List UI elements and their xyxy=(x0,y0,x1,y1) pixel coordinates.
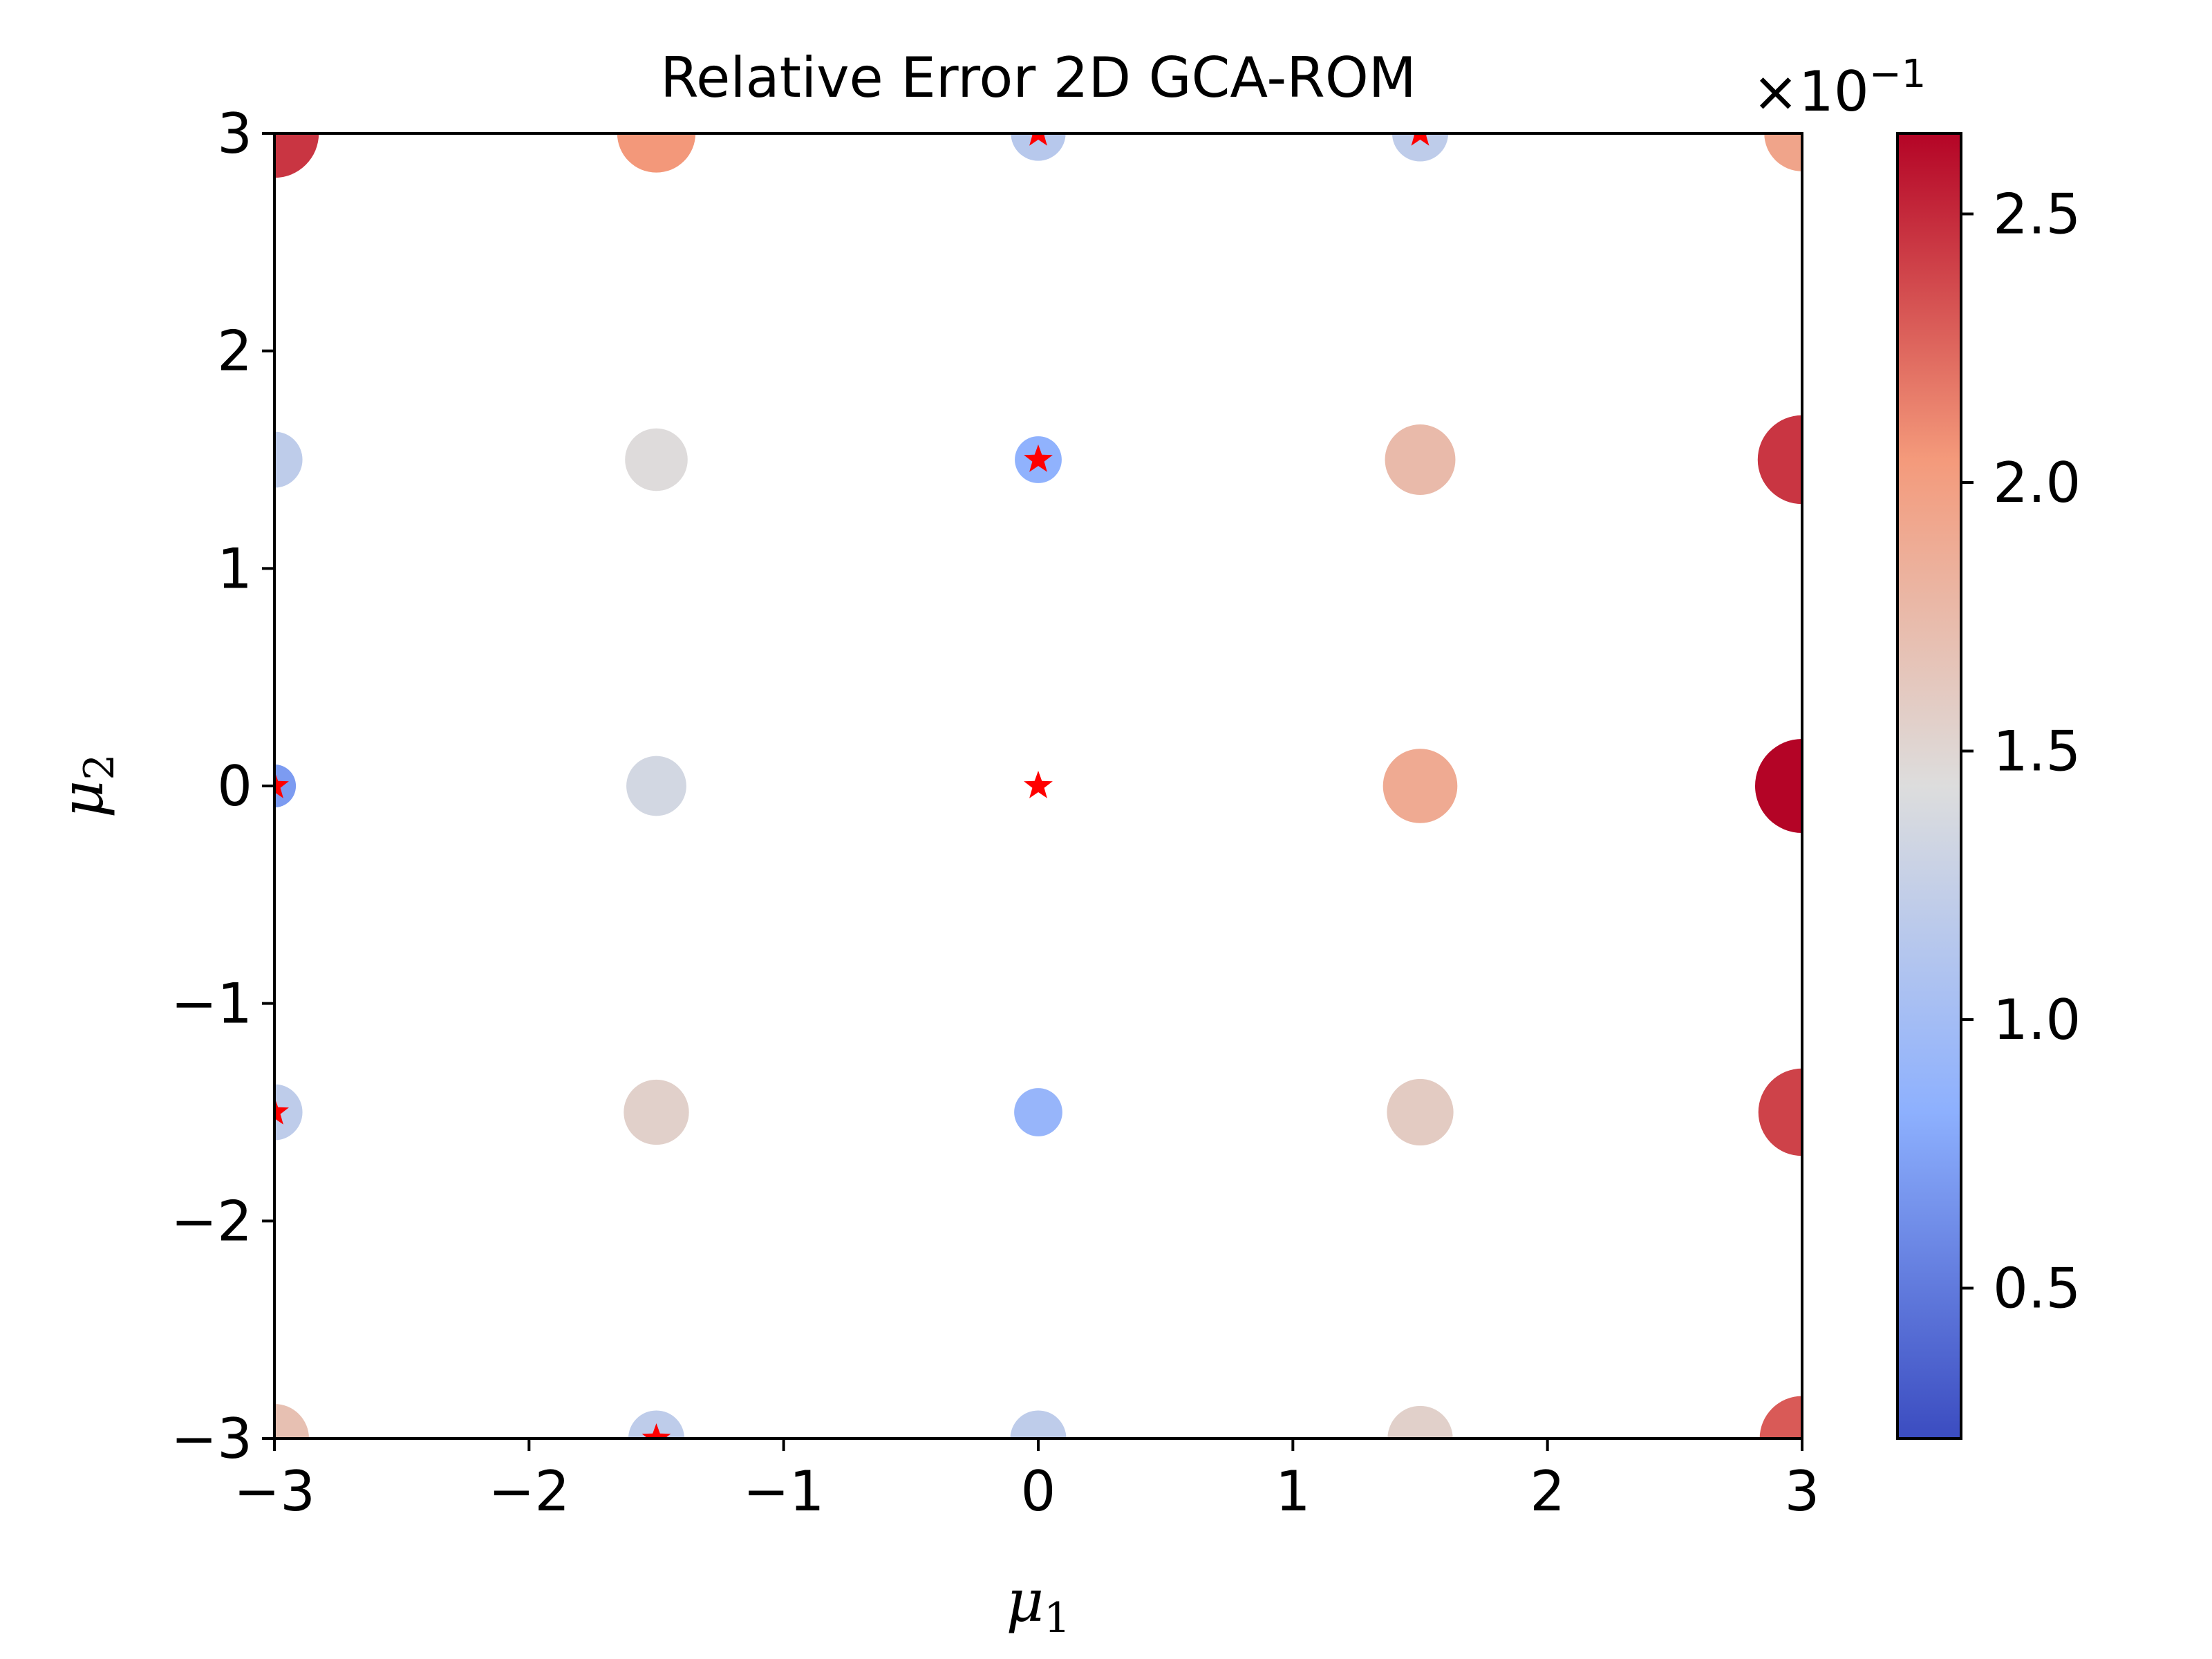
training-point-star xyxy=(1024,771,1053,798)
x-tick-label: 1 xyxy=(1275,1459,1311,1524)
error-point xyxy=(274,431,303,488)
error-point xyxy=(625,428,688,491)
error-point xyxy=(1759,1396,1802,1438)
x-tick-label: −2 xyxy=(488,1459,570,1524)
colorbar-offset-base: ×10 xyxy=(1752,59,1869,124)
error-point xyxy=(626,756,686,816)
error-point xyxy=(1387,1078,1454,1146)
y-axis-ticks: −3 −2 −1 0 1 2 3 xyxy=(171,102,274,1471)
x-tick-label: 3 xyxy=(1785,1459,1820,1524)
error-point xyxy=(624,1079,689,1145)
training-point-star xyxy=(1411,133,1430,146)
x-tick-label: 0 xyxy=(1021,1459,1056,1524)
training-point-star xyxy=(1024,444,1053,472)
training-point-star xyxy=(641,1423,671,1438)
y-axis-label: μ2 xyxy=(48,754,124,818)
colorbar-tick-label: 1.0 xyxy=(1993,988,2081,1052)
colorbar-tick-label: 2.0 xyxy=(1993,451,2081,515)
error-point xyxy=(617,133,696,173)
colorbar-tick-label: 0.5 xyxy=(1993,1256,2081,1320)
colorbar xyxy=(1896,132,1962,1440)
chart-title: Relative Error 2D GCA-ROM xyxy=(660,46,1416,110)
error-point xyxy=(1391,133,1449,162)
error-point xyxy=(1755,739,1802,833)
y-axis-label-subscript: 2 xyxy=(75,754,124,780)
error-point xyxy=(1382,749,1458,823)
y-tick-label: 2 xyxy=(217,319,252,384)
error-point xyxy=(1758,1068,1802,1156)
y-tick-label: −3 xyxy=(171,1407,252,1471)
error-point xyxy=(1014,1088,1062,1136)
training-point-star xyxy=(274,771,289,798)
colorbar-tick-label: 2.5 xyxy=(1993,182,2081,247)
y-tick-label: −1 xyxy=(171,972,252,1036)
error-point xyxy=(274,1084,303,1141)
training-point-star xyxy=(274,1097,289,1125)
x-axis-label-symbol: μ xyxy=(1006,1567,1044,1635)
x-axis-ticks: −3 −2 −1 0 1 2 3 xyxy=(234,1438,1819,1524)
error-point xyxy=(274,133,319,178)
colorbar-offset-exponent: −1 xyxy=(1869,52,1927,97)
error-point xyxy=(274,764,297,808)
training-point-stars xyxy=(274,133,1430,1438)
error-point xyxy=(1764,133,1802,171)
y-tick-label: −2 xyxy=(171,1189,252,1253)
error-point xyxy=(1385,424,1456,495)
x-axis-label-subscript: 1 xyxy=(1044,1594,1070,1642)
x-tick-label: −3 xyxy=(234,1459,315,1524)
error-point xyxy=(1011,133,1066,161)
error-point xyxy=(274,1403,310,1438)
x-axis-label: μ1 xyxy=(1006,1567,1071,1642)
y-tick-label: 1 xyxy=(217,536,252,601)
error-point xyxy=(1010,1410,1067,1438)
colorbar-offset-text: ×10−1 xyxy=(1752,52,1926,124)
y-tick-label: 3 xyxy=(217,102,252,166)
y-tick-label: 0 xyxy=(217,754,252,818)
error-point xyxy=(1757,415,1802,505)
training-point-star xyxy=(1029,133,1047,146)
x-tick-label: −1 xyxy=(743,1459,825,1524)
colorbar-ticks: 0.5 1.0 1.5 2.0 2.5 xyxy=(1961,182,2081,1320)
y-axis-label-symbol: μ xyxy=(48,780,116,818)
colorbar-tick-label: 1.5 xyxy=(1993,719,2081,783)
error-point xyxy=(1387,1405,1453,1438)
x-tick-label: 2 xyxy=(1530,1459,1565,1524)
